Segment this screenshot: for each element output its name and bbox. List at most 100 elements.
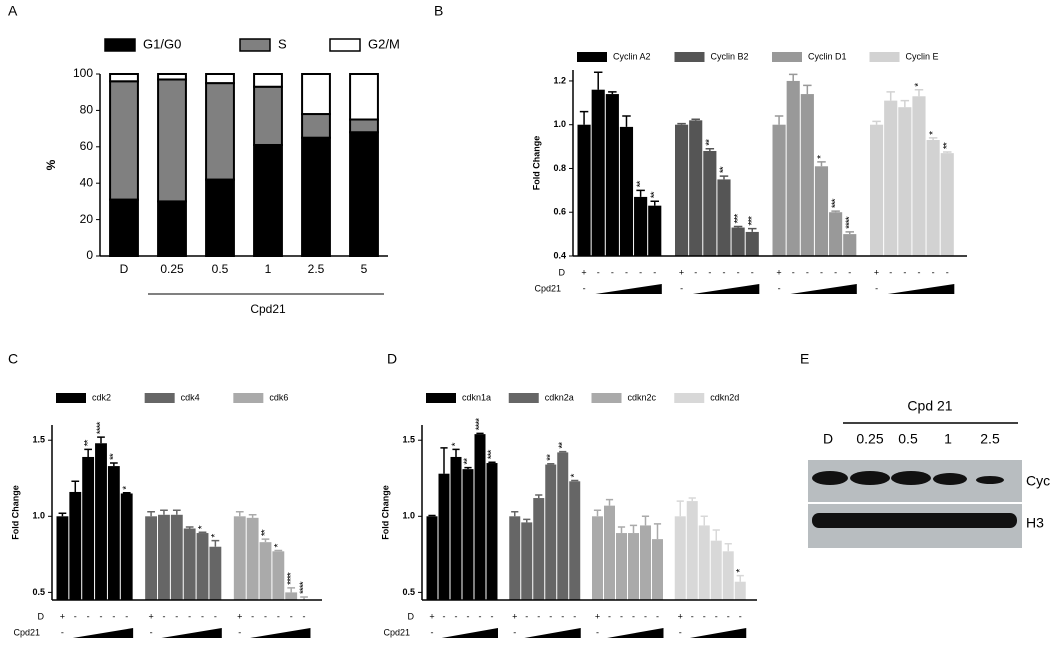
significance: **** <box>96 421 107 434</box>
bar <box>426 516 438 600</box>
bar <box>462 469 474 600</box>
cpd-sign: - <box>150 627 153 637</box>
dose-sign: - <box>806 267 809 277</box>
significance: *** <box>830 198 841 208</box>
bar <box>158 514 170 600</box>
dose-sign: - <box>903 267 906 277</box>
y-axis-label: Fold Change <box>10 485 20 540</box>
significance: ** <box>545 454 556 461</box>
error-bar <box>547 463 555 465</box>
significance: ** <box>942 142 953 149</box>
bar <box>450 456 462 600</box>
legend-swatch <box>426 393 456 403</box>
error-bar <box>914 88 924 97</box>
panel-label: C <box>8 351 18 367</box>
row-label: D <box>38 611 45 621</box>
bar-segment <box>157 78 187 203</box>
dose-sign: - <box>597 267 600 277</box>
lane-label: 0.25 <box>856 431 883 447</box>
bar-segment <box>349 118 379 134</box>
bar-segment <box>109 198 139 257</box>
bar-segment <box>157 73 187 81</box>
cpd-sign: - <box>238 627 241 637</box>
y-tick-label: 1.0 <box>402 511 415 521</box>
dose-sign: - <box>653 267 656 277</box>
cpd-sign: - <box>778 283 781 293</box>
dose-sign: - <box>691 611 694 621</box>
cpd-sign: - <box>875 283 878 293</box>
legend-swatch <box>233 393 264 403</box>
bar <box>675 124 689 257</box>
dose-sign: + <box>595 611 600 621</box>
lane-label: 0.5 <box>898 431 918 447</box>
error-bar <box>712 529 720 541</box>
error-bar <box>676 500 684 517</box>
bar <box>474 434 486 600</box>
error-bar <box>535 494 543 499</box>
bar <box>285 592 298 600</box>
lane-label: 1 <box>944 431 952 447</box>
bar <box>843 234 857 256</box>
dose-sign: - <box>251 611 254 621</box>
dose-wedge <box>524 628 581 638</box>
bar <box>639 525 651 600</box>
error-bar <box>608 91 617 95</box>
significance: * <box>451 442 462 446</box>
dose-sign: + <box>874 267 879 277</box>
bar <box>912 96 926 257</box>
bar <box>717 179 731 256</box>
error-bar <box>172 509 181 515</box>
dose-wedge <box>887 284 955 294</box>
legend-label: cdk6 <box>269 392 288 402</box>
bar-segment <box>301 113 331 139</box>
lane-label: 2.5 <box>980 431 1000 447</box>
bar <box>772 124 786 257</box>
dose-wedge <box>441 628 498 638</box>
dose-sign: - <box>454 611 457 621</box>
legend-swatch <box>869 52 900 62</box>
y-tick-label: 0.8 <box>553 163 566 173</box>
dose-sign: - <box>608 611 611 621</box>
dose-wedge <box>250 628 311 638</box>
cpd-sign: - <box>680 283 683 293</box>
error-bar <box>650 200 659 206</box>
dose-sign: - <box>303 611 306 621</box>
bar-segment <box>157 200 187 257</box>
panel-label: A <box>8 3 18 19</box>
error-bar <box>724 542 732 552</box>
dose-sign: - <box>792 267 795 277</box>
y-tick-label: 60 <box>80 139 94 153</box>
bar <box>69 491 82 600</box>
error-bar <box>748 227 757 232</box>
error-bar <box>452 448 460 457</box>
error-bar <box>71 480 80 492</box>
dose-sign: - <box>708 267 711 277</box>
bar <box>196 533 209 600</box>
bar <box>884 100 898 257</box>
dose-sign: - <box>214 611 217 621</box>
dose-wedge <box>595 284 662 294</box>
significance: **** <box>844 216 855 229</box>
bar <box>689 120 703 257</box>
error-bar <box>653 523 662 540</box>
bar <box>710 540 722 600</box>
bar <box>577 124 591 257</box>
dose-sign: - <box>290 611 293 621</box>
y-tick-label: 40 <box>80 175 94 189</box>
error-bar <box>185 526 194 529</box>
bar <box>438 473 450 600</box>
error-bar <box>261 538 270 543</box>
error-bar <box>488 461 496 464</box>
x-tick-label: 1 <box>265 262 272 276</box>
dose-sign: - <box>573 611 576 621</box>
error-bar <box>476 432 484 435</box>
dose-sign: + <box>679 267 684 277</box>
bar <box>569 481 581 600</box>
bar-segment <box>301 73 331 116</box>
dose-sign: + <box>429 611 434 621</box>
cpd-sign: - <box>430 627 433 637</box>
legend-label: Cyclin E <box>906 51 939 61</box>
legend-swatch <box>104 38 136 52</box>
dose-sign: - <box>175 611 178 621</box>
